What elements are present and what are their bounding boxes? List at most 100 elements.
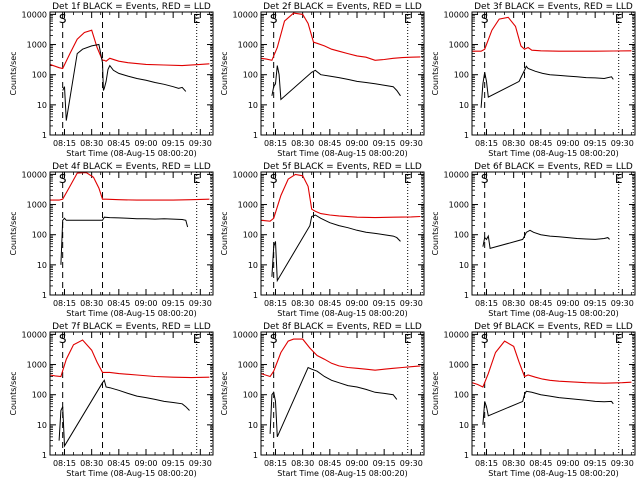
panel-7-x-axis-label: Start Time (08-Aug-15 08:00:20) — [66, 469, 197, 478]
panel-1-y-axis-label: Counts/sec — [9, 51, 18, 95]
panel-3-events-series — [480, 65, 614, 108]
panel-3-end-marker: E — [615, 12, 623, 26]
panel-3-frame — [471, 11, 636, 136]
panel-8-y-tick-label: 1 — [253, 451, 258, 460]
panel-9-events-series — [482, 390, 614, 425]
panel-2-x-tick-label: 09:00 — [345, 139, 368, 148]
panel-4-x-tick-label: 08:45 — [107, 299, 130, 308]
panel-7-y-tick-label: 1 — [42, 451, 47, 460]
panel-7-y-tick-label: 1000 — [27, 361, 47, 370]
panel-7-x-tick-label: 08:30 — [80, 459, 103, 468]
panel-4-y-tick-label: 10 — [37, 261, 47, 270]
panel-2-title: Det 2f BLACK = Events, RED = LLD — [263, 2, 422, 12]
panel-2-y-axis-label: Counts/sec — [220, 51, 229, 95]
panel-9-title: Det 9f BLACK = Events, RED = LLD — [474, 322, 633, 332]
panel-2-y-tick-label: 1 — [253, 131, 258, 140]
panel-7-end-marker: E — [193, 332, 201, 346]
panel-3-x-tick-label: 09:00 — [556, 139, 579, 148]
panel-4-x-tick-label: 09:00 — [134, 299, 157, 308]
panel-9-end-marker: E — [615, 332, 623, 346]
panel-6-x-tick-label: 09:15 — [584, 299, 607, 308]
panel-6-y-tick-label: 10000 — [444, 170, 469, 179]
panel-4-y-axis-label: Counts/sec — [9, 211, 18, 255]
panel-1-y-tick-label: 100 — [32, 71, 47, 80]
panel-6-frame — [471, 171, 636, 296]
panel-5-x-tick-label: 08:45 — [318, 299, 341, 308]
panel-1-y-tick-label: 1 — [42, 131, 47, 140]
panel-8-frame — [260, 331, 425, 456]
panel-5-x-tick-label: 09:15 — [373, 299, 396, 308]
panel-3-y-axis-label: Counts/sec — [431, 51, 440, 95]
panel-2-y-tick-label: 100 — [243, 71, 258, 80]
panel-5-x-axis-label: Start Time (08-Aug-15 08:00:20) — [277, 309, 408, 318]
panel-4-y-tick-label: 1 — [42, 291, 47, 300]
panel-5-y-tick-label: 10 — [248, 261, 258, 270]
panel-8-start-marker: S — [270, 332, 278, 346]
panel-6-x-tick-label: 08:15 — [475, 299, 498, 308]
panel-9-x-tick-label: 08:15 — [475, 459, 498, 468]
panel-5-x-tick-label: 09:00 — [345, 299, 368, 308]
panel-3-y-tick-label: 10000 — [444, 10, 469, 19]
panel-6-y-tick-label: 1 — [464, 291, 469, 300]
panel-5-y-axis-label: Counts/sec — [220, 211, 229, 255]
panel-8-lld-series — [261, 338, 421, 378]
panel-2-lld-series — [261, 12, 421, 61]
panel-2-end-marker: E — [404, 12, 412, 26]
panel-6-y-tick-label: 1000 — [449, 201, 469, 210]
panel-9-lld-series — [472, 340, 632, 388]
panel-2-start-marker: S — [270, 12, 278, 26]
panel-6-events-series — [482, 229, 610, 250]
panel-1-y-tick-label: 1000 — [27, 41, 47, 50]
panel-5-y-tick-label: 1000 — [238, 201, 258, 210]
panel-6-y-axis-label: Counts/sec — [431, 211, 440, 255]
panel-8-end-marker: E — [404, 332, 412, 346]
panel-8-y-axis-label: Counts/sec — [220, 371, 229, 415]
panel-7-y-tick-label: 10000 — [22, 330, 47, 339]
panel-1-end-marker: E — [193, 12, 201, 26]
panel-7-x-tick-label: 08:45 — [107, 459, 130, 468]
panel-8-y-tick-label: 10000 — [233, 330, 258, 339]
panel-8-x-axis-label: Start Time (08-Aug-15 08:00:20) — [277, 469, 408, 478]
panel-7-x-tick-label: 08:15 — [53, 459, 76, 468]
panel-5-y-tick-label: 1 — [253, 291, 258, 300]
panel-3-y-tick-label: 10 — [459, 101, 469, 110]
panel-6-x-tick-label: 08:30 — [502, 299, 525, 308]
panel-9-y-axis-label: Counts/sec — [431, 371, 440, 415]
panel-1-x-tick-label: 09:15 — [162, 139, 185, 148]
panel-9-y-tick-label: 10 — [459, 421, 469, 430]
panel-2-frame — [260, 11, 425, 136]
panel-3-start-marker: S — [481, 12, 489, 26]
panel-1-x-tick-label: 09:00 — [134, 139, 157, 148]
panel-9-start-marker: S — [481, 332, 489, 346]
panel-9-y-tick-label: 1 — [464, 451, 469, 460]
panel-1-events-series — [62, 43, 187, 121]
panel-6-x-tick-label: 08:45 — [529, 299, 552, 308]
panel-2-x-tick-label: 08:30 — [291, 139, 314, 148]
panel-9-x-tick-label: 09:00 — [556, 459, 579, 468]
panel-1-lld-series — [50, 29, 210, 70]
panel-6-y-tick-label: 100 — [454, 231, 469, 240]
panel-5-x-tick-label: 09:30 — [400, 299, 423, 308]
panel-6-x-tick-label: 09:30 — [611, 299, 634, 308]
panel-4-start-marker: S — [59, 172, 67, 186]
panel-5-events-series — [271, 214, 401, 283]
panel-1-x-tick-label: 09:30 — [189, 139, 212, 148]
panel-3-x-tick-label: 08:30 — [502, 139, 525, 148]
panel-8-events-series — [269, 366, 398, 438]
panel-4-y-tick-label: 100 — [32, 231, 47, 240]
panel-9-x-axis-label: Start Time (08-Aug-15 08:00:20) — [488, 469, 619, 478]
panel-1-frame — [49, 11, 214, 136]
panel-2-y-tick-label: 1000 — [238, 41, 258, 50]
panel-2-x-tick-label: 09:15 — [373, 139, 396, 148]
panel-2-y-tick-label: 10000 — [233, 10, 258, 19]
panel-8-title: Det 8f BLACK = Events, RED = LLD — [263, 322, 422, 332]
panel-5-y-tick-label: 100 — [243, 231, 258, 240]
panel-2-events-series — [271, 65, 401, 101]
panel-7-y-axis-label: Counts/sec — [9, 371, 18, 415]
panel-7-frame — [49, 331, 214, 456]
panel-1-x-tick-label: 08:15 — [53, 139, 76, 148]
panel-2-x-tick-label: 09:30 — [400, 139, 423, 148]
panel-5-lld-series — [261, 173, 421, 222]
panel-4-x-tick-label: 09:30 — [189, 299, 212, 308]
